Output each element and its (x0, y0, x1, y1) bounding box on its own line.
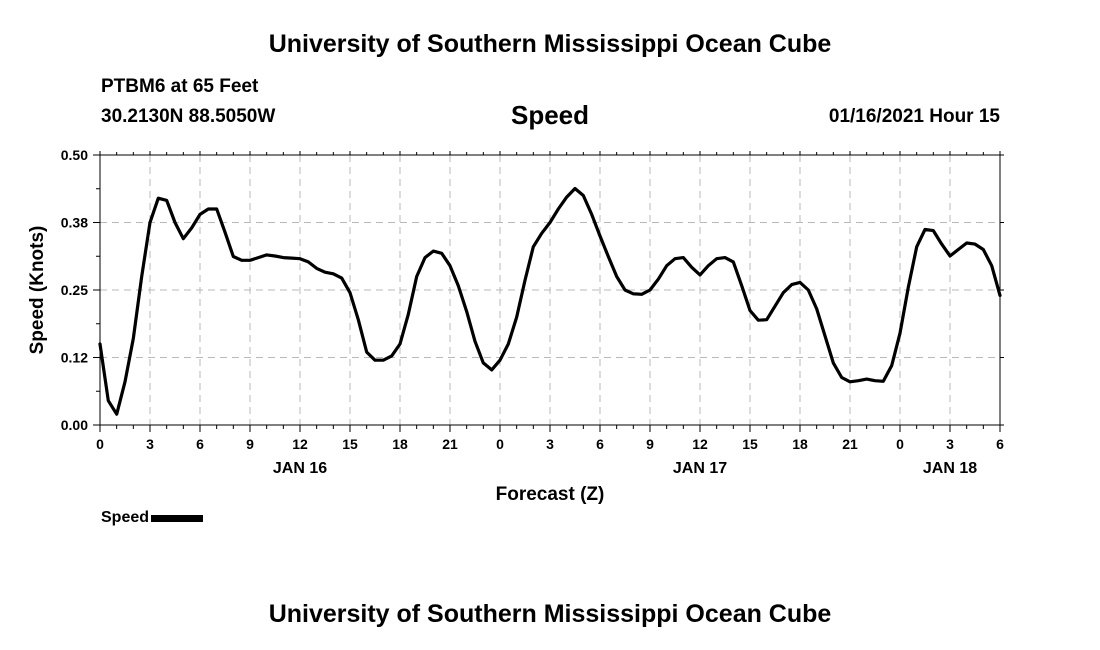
x-tick-label: 9 (646, 436, 654, 452)
x-tick-label: 21 (442, 436, 458, 452)
date-label: JAN 18 (923, 460, 977, 477)
x-tick-label: 12 (292, 436, 308, 452)
x-tick-label: 0 (96, 436, 104, 452)
station-label: PTBM6 at 65 Feet (101, 76, 259, 97)
y-axis-title: Speed (Knots) (27, 226, 48, 355)
station-coordinates: 30.2130N 88.5050W (101, 106, 276, 127)
x-tick-label: 0 (896, 436, 904, 452)
x-tick-label: 18 (392, 436, 408, 452)
legend-label: Speed (101, 509, 150, 526)
date-label: JAN 16 (273, 460, 327, 477)
x-tick-label: 6 (596, 436, 604, 452)
y-tick-label: 0.25 (61, 282, 88, 298)
page-title: University of Southern Mississippi Ocean… (268, 30, 832, 58)
x-tick-label: 3 (146, 436, 154, 452)
x-tick-label: 21 (842, 436, 858, 452)
legend: Speed (101, 509, 204, 527)
x-tick-label: 6 (196, 436, 204, 452)
x-tick-label: 15 (742, 436, 758, 452)
x-tick-label: 18 (792, 436, 808, 452)
legend-swatch (151, 514, 204, 522)
date-label: JAN 17 (673, 460, 727, 477)
x-axis-title: Forecast (Z) (496, 484, 605, 505)
x-tick-label: 3 (546, 436, 554, 452)
x-tick-label: 3 (946, 436, 954, 452)
y-tick-label: 0.50 (61, 147, 88, 163)
x-tick-label: 0 (496, 436, 504, 452)
y-tick-label: 0.00 (61, 417, 88, 433)
x-tick-label: 12 (692, 436, 708, 452)
footer-title: University of Southern Mississippi Ocean… (268, 600, 832, 628)
chart-variable-title: Speed (510, 100, 590, 130)
x-tick-label: 15 (342, 436, 358, 452)
x-tick-label: 6 (996, 436, 1004, 452)
y-tick-label: 0.12 (61, 350, 88, 366)
forecast-datetime: 01/16/2021 Hour 15 (828, 106, 1000, 127)
x-tick-label: 9 (246, 436, 254, 452)
y-tick-label: 0.38 (61, 215, 88, 231)
